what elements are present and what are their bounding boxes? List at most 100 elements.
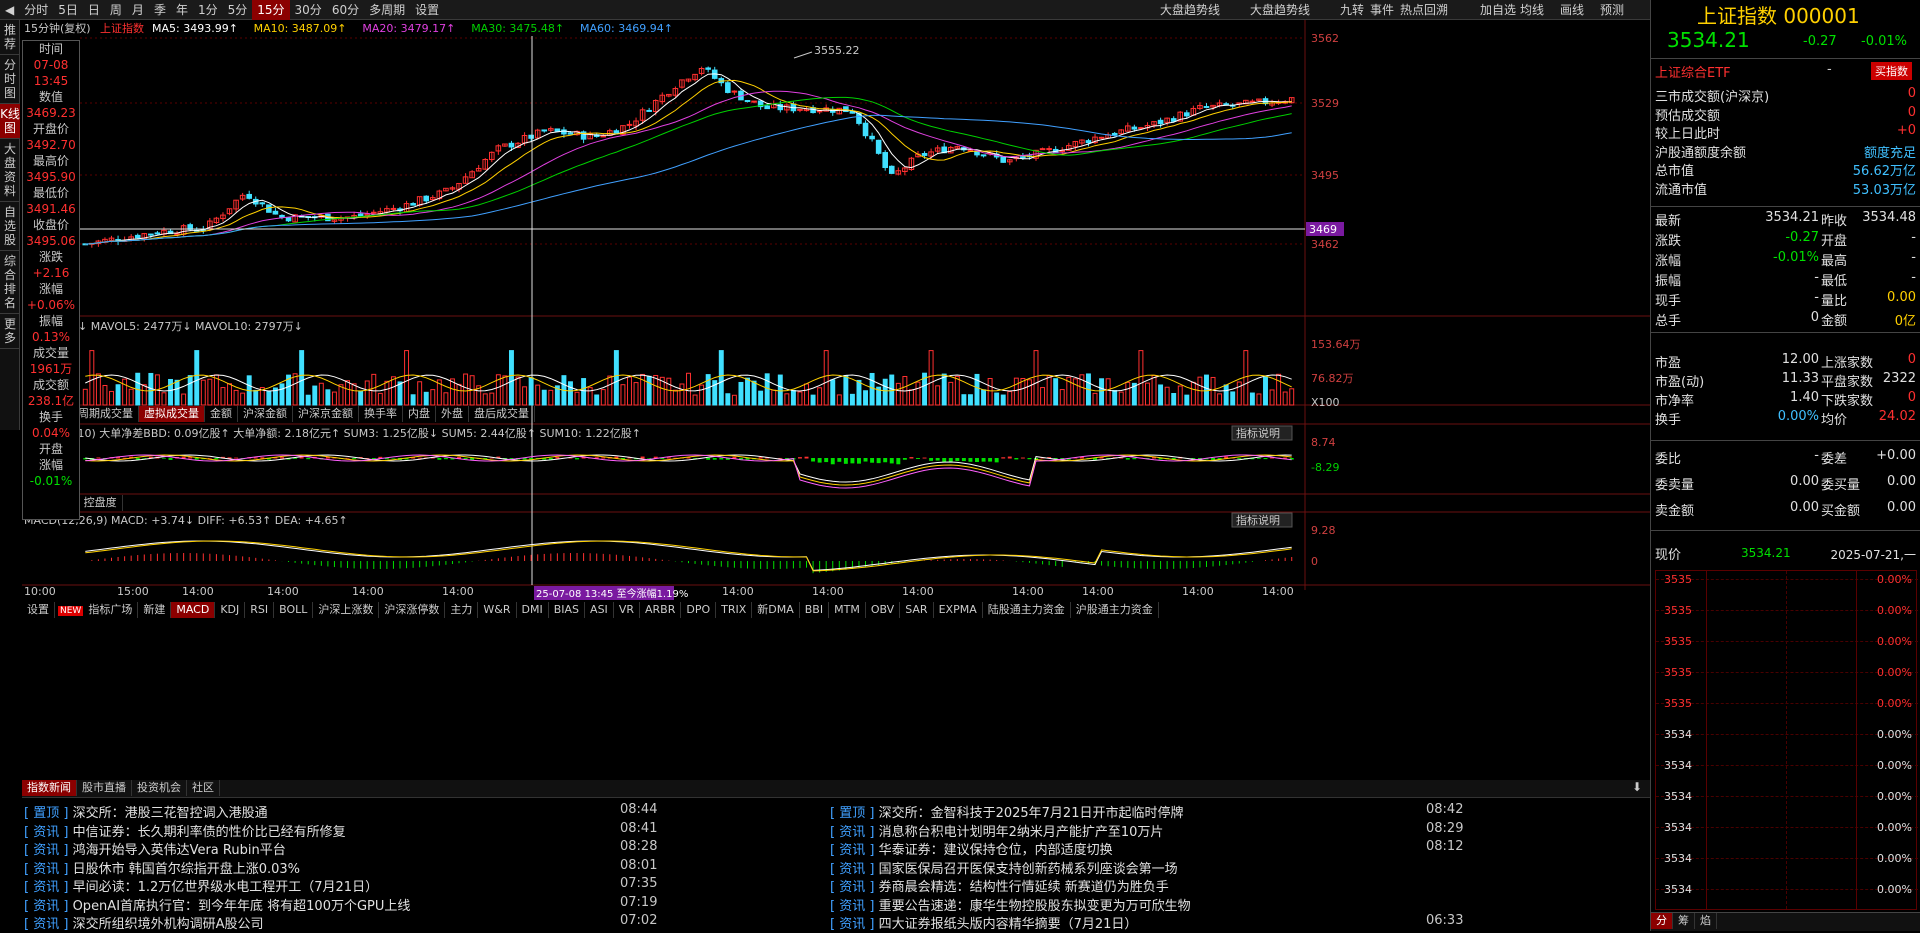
toolbar-tool[interactable]: 事件 bbox=[1370, 3, 1395, 17]
indicator-tab[interactable]: TRIX bbox=[716, 602, 753, 618]
side-tab[interactable]: 综合排名 bbox=[0, 251, 20, 314]
period-tab[interactable]: 5分 bbox=[227, 2, 248, 17]
news-tab[interactable]: 社区 bbox=[187, 780, 220, 796]
indicator-tab[interactable]: 新DMA bbox=[752, 602, 800, 618]
indicator-tab[interactable]: RSI bbox=[245, 602, 275, 618]
side-tab[interactable]: 更多 bbox=[0, 314, 20, 349]
volume-indicator-tab[interactable]: 盘后成交量 bbox=[469, 406, 535, 422]
volume-indicator-tab[interactable]: 虚拟成交量 bbox=[139, 406, 205, 422]
candle bbox=[679, 79, 685, 88]
volume-indicator-tab[interactable]: 换手率 bbox=[359, 406, 403, 422]
news-item[interactable]: [ 资讯 ] OpenAI首席执行官：到今年年底 将有超100万个GPU上线 07… bbox=[24, 895, 657, 915]
news-item[interactable]: [ 资讯 ] 中信证券：长久期利率债的性价比已经有所修复 08:41 bbox=[24, 821, 657, 841]
indicator-tab[interactable]: 沪股通主力资金 bbox=[1071, 602, 1159, 618]
period-tab[interactable]: 周 bbox=[109, 2, 122, 17]
bottom-tab[interactable]: 分 bbox=[1651, 913, 1673, 929]
volume-bar bbox=[371, 373, 377, 406]
news-tab[interactable]: 股市直播 bbox=[77, 780, 132, 796]
indicator-tab[interactable]: 指标广场 bbox=[83, 602, 139, 618]
volume-indicator-tab[interactable]: 金额 bbox=[205, 406, 238, 422]
news-item[interactable]: [ 资讯 ] 华泰证券：建议保持仓位，内部适度切换 08:12 bbox=[830, 839, 1463, 859]
side-tab[interactable]: 推荐 bbox=[0, 20, 20, 55]
news-item[interactable]: [ 资讯 ] 重要公告速递：康华生物控股股东拟变更为万可欣生物 bbox=[830, 895, 1450, 915]
side-tab[interactable]: K线图 bbox=[0, 104, 20, 139]
indicator-tab[interactable]: BOLL bbox=[274, 602, 314, 618]
period-tab[interactable]: 年 bbox=[175, 2, 188, 17]
toolbar-back-icon[interactable]: ◀ bbox=[5, 2, 15, 17]
indicator-tab[interactable]: 沪深上涨数 bbox=[313, 602, 380, 618]
toolbar-tool[interactable]: 加自选 bbox=[1480, 3, 1517, 17]
period-tab[interactable]: 多周期 bbox=[369, 2, 406, 17]
side-tab[interactable]: 分时图 bbox=[0, 55, 20, 104]
news-tab[interactable]: 指数新闻 bbox=[22, 780, 77, 796]
bbd-bar bbox=[234, 457, 239, 459]
download-icon[interactable]: ⬇ bbox=[1631, 780, 1642, 794]
toolbar-tool[interactable]: 预测 bbox=[1600, 3, 1625, 17]
period-tab[interactable]: 5日 bbox=[58, 2, 78, 17]
period-tab[interactable]: 设置 bbox=[415, 2, 440, 17]
toolbar-tool[interactable]: 热点回溯 bbox=[1400, 3, 1449, 17]
volume-indicator-tab[interactable]: 内盘 bbox=[403, 406, 436, 422]
news-item[interactable]: [ 资讯 ] 鸿海开始导入英伟达Vera Rubin平台 08:28 bbox=[24, 839, 657, 859]
period-tab[interactable]: 日 bbox=[87, 2, 100, 17]
volume-indicator-tab[interactable]: 沪深京金额 bbox=[293, 406, 359, 422]
news-tab[interactable]: 投资机会 bbox=[132, 780, 187, 796]
volume-indicator-tab[interactable]: 多周期成交量 bbox=[62, 406, 139, 422]
period-tab[interactable]: 1分 bbox=[197, 2, 218, 17]
indicator-tab[interactable]: ASI bbox=[585, 602, 614, 618]
indicator-tab[interactable]: EXPMA bbox=[934, 602, 983, 618]
period-tab[interactable]: 分时 bbox=[24, 2, 49, 17]
indicator-tab[interactable]: OBV bbox=[866, 602, 901, 618]
bottom-tab[interactable]: 筹 bbox=[1673, 913, 1695, 929]
volume-indicator-tab[interactable]: 沪深金额 bbox=[238, 406, 293, 422]
indicator-tab[interactable]: 新建 bbox=[138, 602, 172, 618]
indicator-tab[interactable]: BIAS bbox=[549, 602, 586, 618]
indicator-tab[interactable]: 设置 bbox=[22, 602, 55, 618]
toolbar-tool[interactable]: 均线 bbox=[1520, 3, 1545, 17]
indicator-tab[interactable]: DMI bbox=[517, 602, 549, 618]
indicator-tab[interactable]: MACD bbox=[171, 602, 216, 618]
bbd-explain-button[interactable] bbox=[1231, 425, 1293, 441]
news-item[interactable]: [ 置顶 ] 深交所：金智科技于2025年7月21日开市起临时停牌 08:42 bbox=[830, 802, 1463, 822]
indicator-tab[interactable]: KDJ bbox=[215, 602, 246, 618]
indicator-tab[interactable]: 主力 bbox=[445, 602, 479, 618]
news-item[interactable]: [ 资讯 ] 券商晨会精选：结构性行情延续 新赛道仍为胜负手 bbox=[830, 876, 1450, 896]
toolbar-tool[interactable]: 大盘趋势线 bbox=[1160, 3, 1221, 17]
volume-indicator-tab[interactable]: 外盘 bbox=[436, 406, 469, 422]
indicator-tab[interactable]: SAR bbox=[900, 602, 934, 618]
period-tab[interactable]: 月 bbox=[131, 2, 144, 17]
period-tab[interactable]: 15分 bbox=[252, 0, 290, 20]
toolbar-tool[interactable]: 九转 bbox=[1340, 3, 1365, 17]
indicator-tab[interactable]: VR bbox=[614, 602, 640, 618]
indicator-tab[interactable]: 陆股通主力资金 bbox=[983, 602, 1071, 618]
indicator-tab[interactable]: DPO bbox=[681, 602, 717, 618]
news-item[interactable]: [ 资讯 ] 四大证券报纸头版内容精华摘要（7月21日） 06:33 bbox=[830, 913, 1463, 933]
toolbar-tool[interactable]: 画线 bbox=[1560, 3, 1585, 17]
bottom-tab[interactable]: 焰 bbox=[1695, 913, 1717, 929]
toolbar-tool[interactable]: 大盘趋势线 bbox=[1250, 3, 1311, 17]
buy-index-button[interactable]: 买指数 bbox=[1871, 62, 1912, 80]
news-item[interactable]: [ 资讯 ] 早间必读：1.2万亿世界级水电工程开工（7月21日） 07:35 bbox=[24, 876, 657, 896]
indicator-tab[interactable]: MTM bbox=[829, 602, 866, 618]
bbd-tab[interactable]: 控盘度 bbox=[79, 495, 123, 511]
macd-explain-button[interactable] bbox=[1231, 512, 1293, 528]
data-value: 238.1亿 bbox=[27, 394, 75, 408]
news-title: 鸿海开始导入英伟达Vera Rubin平台 bbox=[72, 843, 286, 858]
news-item[interactable]: [ 资讯 ] 国家医保局召开医保支持创新药械系列座谈会第一场 bbox=[830, 858, 1450, 878]
news-item[interactable]: [ 资讯 ] 深交所组织境外机构调研A股公司 07:02 bbox=[24, 913, 657, 933]
indicator-tab[interactable]: ARBR bbox=[640, 602, 682, 618]
etf-link[interactable]: 上证综合ETF bbox=[1655, 66, 1731, 81]
side-tab[interactable]: 大盘资料 bbox=[0, 139, 20, 202]
side-tab[interactable]: 自选股 bbox=[0, 202, 20, 251]
indicator-tab[interactable]: 沪深涨停数 bbox=[379, 602, 446, 618]
news-item[interactable]: [ 置顶 ] 深交所：港股三花智控调入港股通 08:44 bbox=[24, 802, 657, 822]
kline-chart[interactable]: 15分钟(复权) 上证指数 MA5: 3493.99↑ MA10: 3487.09↑ M… bbox=[22, 20, 1650, 740]
period-tab[interactable]: 30分 bbox=[294, 2, 322, 17]
news-item[interactable]: [ 资讯 ] 日股休市 韩国首尔综指开盘上涨0.03% 08:01 bbox=[24, 858, 657, 878]
indicator-tab[interactable]: W&R bbox=[478, 602, 517, 618]
etf-value: - bbox=[1827, 62, 1832, 77]
news-item[interactable]: [ 资讯 ] 消息称台积电计划明年2纳米月产能扩产至10万片 08:29 bbox=[830, 821, 1463, 841]
period-tab[interactable]: 季 bbox=[153, 2, 166, 17]
indicator-tab[interactable]: BBI bbox=[800, 602, 830, 618]
period-tab[interactable]: 60分 bbox=[331, 2, 360, 17]
